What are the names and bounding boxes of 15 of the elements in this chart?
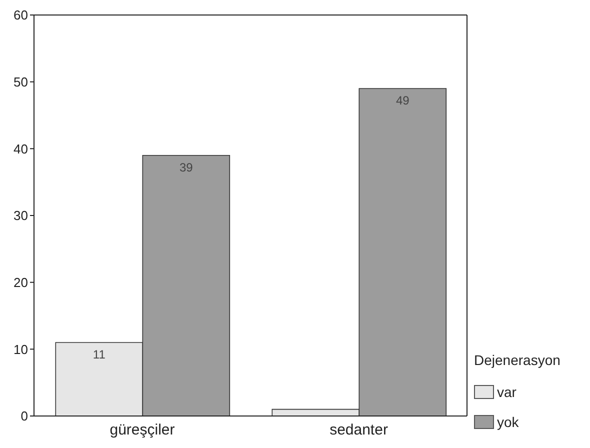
x-tick-label: güreşçiler	[110, 422, 175, 439]
legend-title: Dejenerasyon	[474, 352, 562, 368]
legend-label: yok	[497, 414, 519, 430]
x-tick-label: sedanter	[330, 422, 388, 439]
y-tick-label: 30	[14, 208, 28, 224]
data-label: 39	[179, 160, 194, 174]
y-tick-label: 10	[14, 342, 28, 357]
y-tick-label: 60	[14, 8, 28, 23]
legend-label: var	[497, 384, 516, 400]
data-label: 49	[396, 94, 410, 108]
y-tick-label: 50	[14, 74, 28, 90]
y-tick-label: 40	[14, 141, 28, 156]
y-tick-label: 20	[14, 274, 28, 290]
data-label: 11	[92, 347, 106, 362]
y-tick-label: 0	[20, 408, 28, 424]
